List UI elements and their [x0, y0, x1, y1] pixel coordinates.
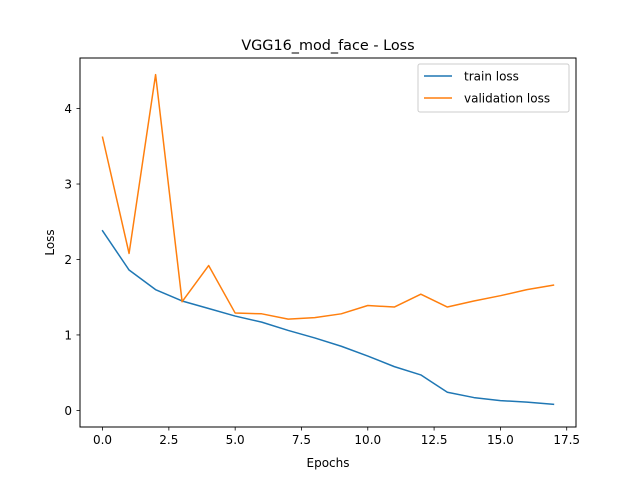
x-tick-label: 2.5 — [159, 433, 178, 447]
y-axis-label: Loss — [43, 229, 57, 255]
y-tick-label: 4 — [64, 102, 72, 116]
y-tick-label: 0 — [64, 404, 72, 418]
legend-label-validation-loss: validation loss — [464, 92, 550, 106]
series-layer — [101, 73, 555, 406]
x-axis-ticks: 0.0 2.5 5.0 7.5 10.0 12.5 15.0 17.5 — [93, 427, 580, 447]
legend: train loss validation loss — [417, 63, 570, 113]
y-tick-label: 3 — [64, 178, 72, 192]
plot-area — [79, 57, 577, 428]
x-tick-label: 15.0 — [487, 433, 514, 447]
x-tick-label: 17.5 — [553, 433, 580, 447]
series-line-validation-loss — [101, 73, 555, 320]
x-axis-label: Epochs — [307, 456, 350, 470]
x-tick-label: 5.0 — [226, 433, 245, 447]
x-tick-label: 7.5 — [292, 433, 311, 447]
y-tick-label: 2 — [64, 253, 72, 267]
legend-label-train-loss: train loss — [464, 70, 519, 84]
y-axis-ticks: 0 1 2 3 4 — [64, 102, 80, 418]
legend-box — [417, 63, 570, 113]
series-line-train-loss — [101, 229, 555, 406]
axes-frame — [79, 57, 577, 428]
chart-title: VGG16_mod_face - Loss — [241, 38, 414, 54]
x-tick-label: 12.5 — [421, 433, 448, 447]
y-tick-label: 1 — [64, 328, 72, 342]
x-tick-label: 0.0 — [93, 433, 112, 447]
x-tick-label: 10.0 — [354, 433, 381, 447]
